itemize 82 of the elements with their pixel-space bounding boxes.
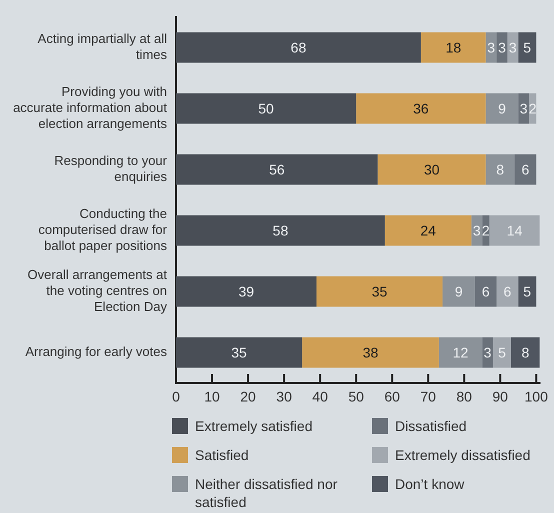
y-tick-label: Acting impartially at all times xyxy=(38,31,168,62)
data-label: 9 xyxy=(498,100,506,116)
bar xyxy=(518,93,529,124)
data-label: 9 xyxy=(454,283,463,300)
legend-label: Extremely dissatisfied xyxy=(395,446,532,464)
data-label: 2 xyxy=(528,100,537,116)
data-label: 56 xyxy=(269,161,285,178)
bar xyxy=(176,276,316,307)
x-tick-label: 0 xyxy=(172,388,180,404)
y-tick-label: Responding to your enquiries xyxy=(54,153,168,184)
x-tick-label: 10 xyxy=(204,388,220,404)
data-label: 58 xyxy=(272,222,288,238)
data-label: 50 xyxy=(258,100,274,116)
x-tick-label: 40 xyxy=(312,388,328,404)
bar xyxy=(489,215,540,246)
data-label: 3 xyxy=(498,39,506,56)
bar xyxy=(510,337,540,368)
bar xyxy=(176,93,356,124)
data-label: 12 xyxy=(452,344,469,360)
data-label: 39 xyxy=(238,283,254,300)
bar xyxy=(486,154,515,185)
data-label: 18 xyxy=(446,39,462,56)
bar xyxy=(518,32,536,63)
bar xyxy=(438,337,482,368)
bar xyxy=(176,337,302,368)
x-tick-label: 30 xyxy=(276,388,292,404)
data-label: 68 xyxy=(290,39,306,56)
data-label: 8 xyxy=(521,344,530,360)
bar xyxy=(482,337,493,368)
data-label: 14 xyxy=(506,222,523,238)
data-label: 3 xyxy=(472,222,481,238)
data-label: 24 xyxy=(420,222,436,238)
bar xyxy=(518,276,536,307)
bar xyxy=(492,337,511,368)
data-label: 5 xyxy=(523,39,532,56)
legend-label: Don’t know xyxy=(395,475,466,493)
bar xyxy=(384,215,472,246)
legend-label: Extremely satisfied xyxy=(195,417,314,435)
bar xyxy=(356,93,486,124)
bar xyxy=(316,276,443,307)
data-label: 35 xyxy=(372,283,388,300)
bar xyxy=(378,154,486,185)
x-tick-label: 100 xyxy=(524,388,548,404)
y-tick-label: Arranging for early votes xyxy=(25,344,168,360)
y-tick-label: Overall arrangements at the voting centres on Election Day xyxy=(28,267,168,314)
x-tick-label: 20 xyxy=(240,388,256,404)
x-tick-label: 70 xyxy=(420,388,436,404)
data-label: 6 xyxy=(521,161,530,178)
bar xyxy=(496,276,518,307)
bar xyxy=(486,93,518,124)
legend-label: Dissatisfied xyxy=(395,417,468,435)
data-label: 35 xyxy=(231,344,248,360)
x-tick-label: 60 xyxy=(384,388,400,404)
bar xyxy=(514,154,536,185)
data-label: 3 xyxy=(484,344,492,360)
x-tick-label: 80 xyxy=(456,388,472,404)
y-tick-label: Providing you with accurate information about election arrangements xyxy=(13,84,168,132)
bar xyxy=(496,32,508,63)
x-tick-label: 50 xyxy=(348,388,364,404)
bar xyxy=(474,276,497,307)
data-label: 3 xyxy=(508,39,517,56)
bar xyxy=(176,32,421,63)
data-label: 36 xyxy=(413,100,429,116)
bar xyxy=(302,337,439,368)
data-label: 6 xyxy=(482,283,490,300)
data-label: 5 xyxy=(498,344,506,360)
data-label: 3 xyxy=(520,100,528,116)
data-label: 2 xyxy=(482,222,490,238)
data-label: 3 xyxy=(487,39,496,56)
data-label: 8 xyxy=(496,161,504,178)
data-label: 6 xyxy=(503,283,512,300)
data-label: 5 xyxy=(523,283,532,300)
data-label: 30 xyxy=(424,161,440,178)
bar xyxy=(420,32,486,63)
legend-label: Satisfied xyxy=(195,446,250,464)
x-tick-label: 90 xyxy=(492,388,508,404)
legend-label: Neither dissatisfied nor satisfied xyxy=(195,475,338,511)
bar xyxy=(176,215,385,246)
bar xyxy=(442,276,475,307)
data-label: 38 xyxy=(362,344,378,360)
bar xyxy=(176,154,378,185)
y-tick-label: Conducting the computerised draw for ballot paper positions xyxy=(38,206,168,254)
